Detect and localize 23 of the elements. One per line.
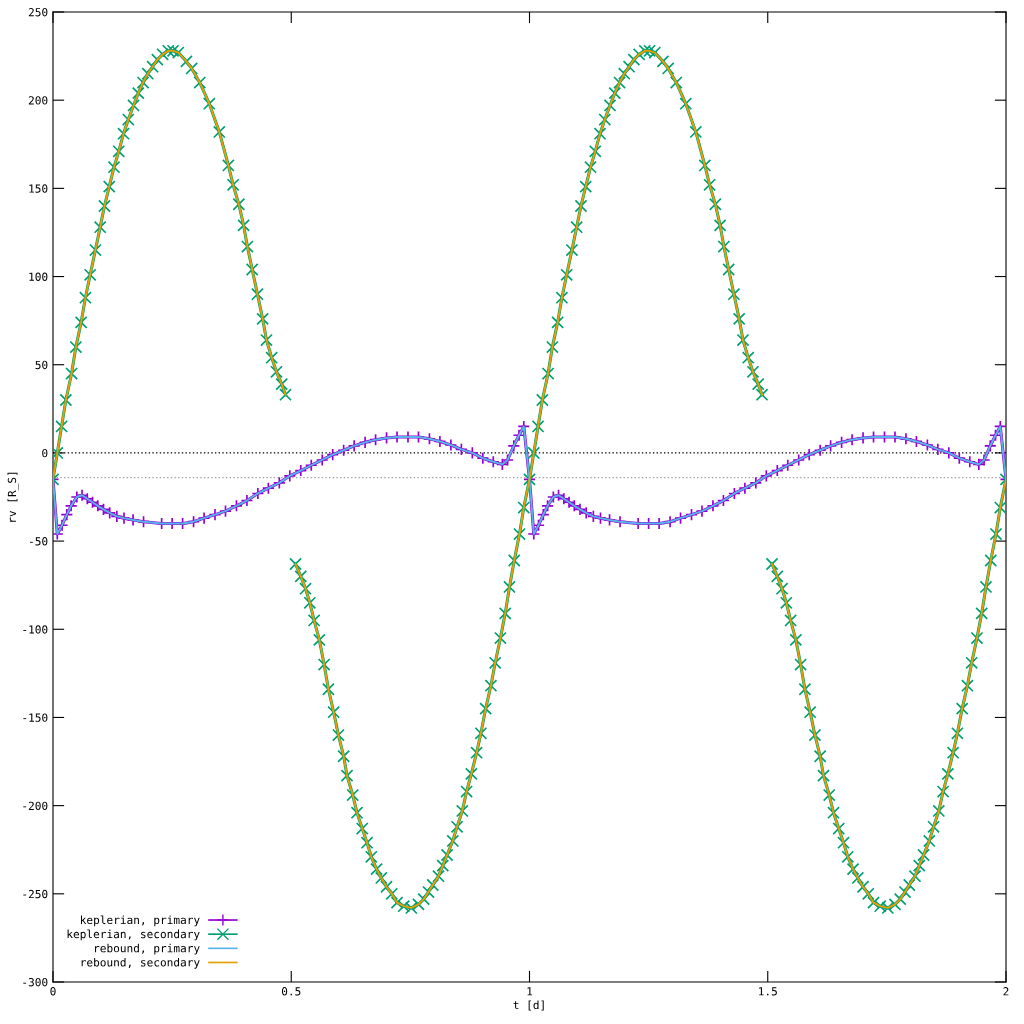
x-tick-label: 1 <box>527 987 533 996</box>
legend-label: rebound, secondary <box>81 957 200 969</box>
x-tick-label: 1.5 <box>759 987 777 996</box>
legend-label: keplerian, secondary <box>67 929 200 941</box>
y-tick-label: -200 <box>23 801 48 811</box>
y-tick-label: 250 <box>28 8 48 17</box>
y-tick-label: 150 <box>29 184 48 193</box>
y-tick-label: -50 <box>30 537 48 546</box>
legend-label: rebound, primary <box>95 943 200 955</box>
x-tick-label: 2 <box>1003 987 1009 996</box>
y-tick-label: -250 <box>23 889 48 899</box>
y-tick-label: 100 <box>29 272 48 281</box>
y-tick-label: -150 <box>23 713 48 722</box>
y-tick-label: 0 <box>42 448 48 458</box>
x-tick-label: 0 <box>50 987 56 996</box>
legend-label: keplerian, primary <box>80 915 200 927</box>
y-tick-label: 50 <box>35 360 48 370</box>
y-tick-label: -300 <box>23 978 48 987</box>
x-axis-title: t [d] <box>513 1000 544 1011</box>
y-tick-label: 200 <box>28 96 48 105</box>
y-axis-title: rv [R_S] <box>7 472 19 522</box>
y-tick-label: -100 <box>23 625 48 634</box>
x-tick-label: 0.5 <box>281 987 301 996</box>
